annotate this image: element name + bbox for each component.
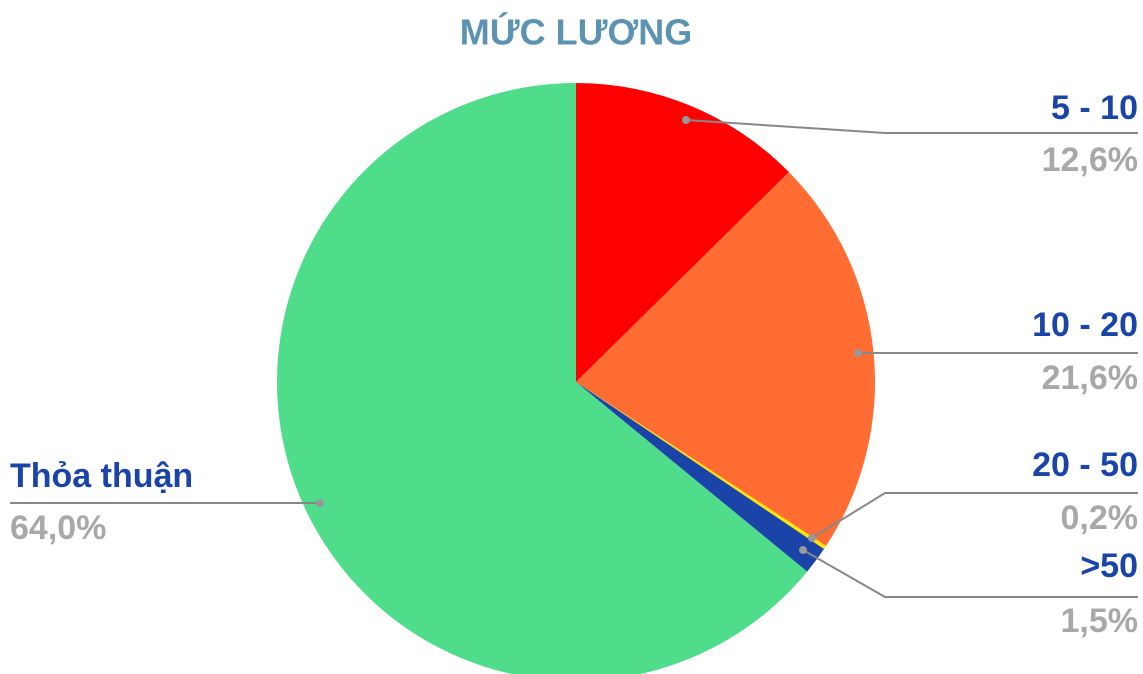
category-label: 10 - 20 [1032, 306, 1138, 344]
value-label: 12,6% [1042, 141, 1138, 179]
leader-dot [799, 546, 807, 554]
leader-line [685, 119, 1138, 134]
leader-dot [682, 116, 690, 124]
pie-slice [277, 83, 808, 674]
pie-slice [576, 382, 824, 572]
leader-dot [316, 499, 324, 507]
leader-dot [854, 349, 862, 357]
value-label: 64,0% [10, 509, 106, 547]
leader-line [802, 549, 1138, 598]
value-label: 0,2% [1061, 499, 1139, 537]
category-label: Thỏa thuận [10, 457, 193, 495]
pie-slice [576, 382, 827, 550]
chart-title: MỨC LƯƠNG [460, 11, 692, 53]
category-label: >50 [1080, 547, 1138, 585]
pie-slice [576, 83, 789, 382]
value-label: 1,5% [1061, 602, 1139, 640]
category-label: 20 - 50 [1032, 446, 1138, 484]
pie-slice [576, 172, 875, 546]
category-label: 5 - 10 [1051, 89, 1138, 127]
leader-dot [808, 534, 816, 542]
leader-line [811, 492, 1138, 539]
value-label: 21,6% [1042, 359, 1138, 397]
